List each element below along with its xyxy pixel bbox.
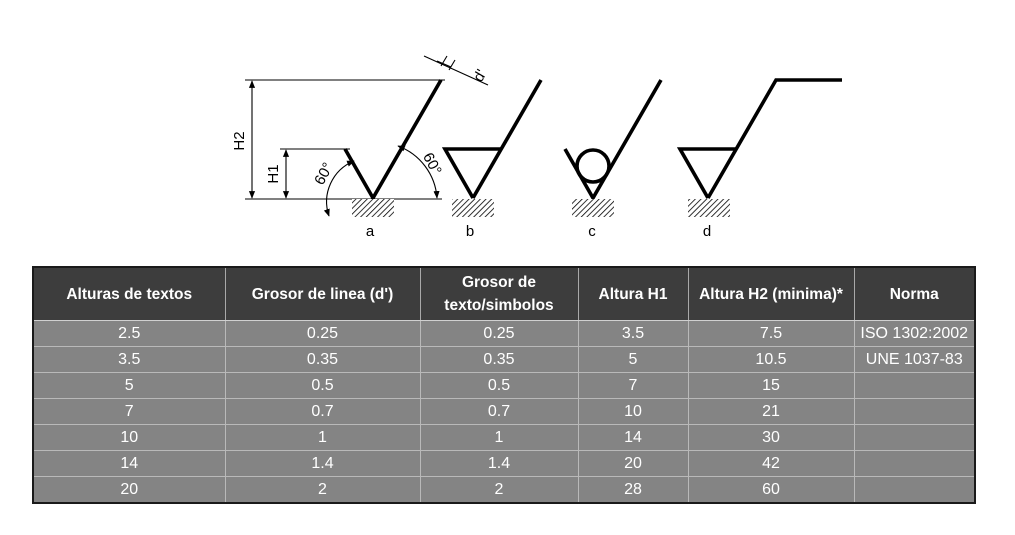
- table-cell: 0.7: [419, 398, 579, 425]
- header-alturas-de-textos: Alturas de textos: [32, 267, 226, 321]
- specification-table: Alturas de textos Grosor de linea (d') G…: [32, 266, 976, 504]
- table-cell: 0.25: [419, 320, 579, 347]
- table-row: 20 2 2 28 60: [32, 476, 976, 504]
- angle-left-label: 60°: [311, 160, 337, 188]
- table-cell: 5: [577, 346, 689, 373]
- h2-label: H2: [231, 131, 248, 150]
- table-row: 3.5 0.35 0.35 5 10.5 UNE 1037-83: [32, 346, 976, 373]
- table-cell: 1.4: [419, 450, 579, 477]
- table-cell: 2: [419, 476, 579, 504]
- table-cell: 20: [32, 476, 226, 504]
- table-cell: 0.25: [224, 320, 421, 347]
- table-row: 5 0.5 0.5 7 15: [32, 372, 976, 399]
- table-cell: [853, 450, 976, 477]
- h2-dimension: H2: [231, 79, 445, 200]
- table-cell: 30: [687, 424, 855, 451]
- table-cell: 1.4: [224, 450, 421, 477]
- table-cell: 2: [224, 476, 421, 504]
- table-cell: 20: [577, 450, 689, 477]
- label-c: c: [588, 223, 596, 240]
- table-cell: 28: [577, 476, 689, 504]
- table-cell: 7: [577, 372, 689, 399]
- table-cell: [853, 424, 976, 451]
- thickness-dimension: d': [423, 55, 490, 86]
- table-cell: 15: [687, 372, 855, 399]
- table-cell: 1: [419, 424, 579, 451]
- table-header: Alturas de textos Grosor de linea (d') G…: [32, 267, 976, 321]
- label-a: a: [366, 223, 375, 240]
- label-d: d: [703, 223, 711, 240]
- table-cell: 7.5: [687, 320, 855, 347]
- table-cell: 0.7: [224, 398, 421, 425]
- table-cell: 42: [687, 450, 855, 477]
- h1-dimension: H1: [265, 148, 350, 199]
- header-grosor-de-linea: Grosor de linea (d'): [224, 267, 421, 321]
- table-cell: 60: [687, 476, 855, 504]
- surface-symbol-diagram: H2 H1 d' 60° 60° a: [231, 55, 842, 240]
- table-cell: 3.5: [32, 346, 226, 373]
- symbol-c: c: [563, 79, 663, 240]
- symbol-d: d: [676, 78, 842, 240]
- table-cell: 14: [577, 424, 689, 451]
- symbol-b: b: [441, 79, 543, 240]
- table-cell: 10: [577, 398, 689, 425]
- header-altura-h1: Altura H1: [577, 267, 689, 321]
- label-b: b: [466, 223, 474, 240]
- table-cell: 10: [32, 424, 226, 451]
- table-cell: 0.35: [224, 346, 421, 373]
- table-row: 7 0.7 0.7 10 21: [32, 398, 976, 425]
- table-cell: 0.35: [419, 346, 579, 373]
- h1-label: H1: [265, 164, 282, 183]
- table-cell: 7: [32, 398, 226, 425]
- header-norma: Norma: [853, 267, 976, 321]
- table-cell: 14: [32, 450, 226, 477]
- symbol-a-lines: [343, 79, 443, 202]
- table-cell: 0.5: [224, 372, 421, 399]
- angle-right-label: 60°: [419, 150, 445, 178]
- table-cell: 2.5: [32, 320, 226, 347]
- table-cell: 21: [687, 398, 855, 425]
- table-cell: 3.5: [577, 320, 689, 347]
- table-cell: 0.5: [419, 372, 579, 399]
- table-row: 2.5 0.25 0.25 3.5 7.5 ISO 1302:2002: [32, 320, 976, 347]
- header-grosor-de-texto: Grosor de texto/simbolos: [419, 267, 579, 321]
- table-row: 14 1.4 1.4 20 42: [32, 450, 976, 477]
- table-cell: ISO 1302:2002: [853, 320, 976, 347]
- header-altura-h2: Altura H2 (minima)*: [687, 267, 855, 321]
- symbol-a-ground: [352, 199, 394, 217]
- table-cell: 10.5: [687, 346, 855, 373]
- table-row: 10 1 1 14 30: [32, 424, 976, 451]
- table-cell: [853, 476, 976, 504]
- table-cell: 5: [32, 372, 226, 399]
- table-cell: [853, 398, 976, 425]
- table-cell: [853, 372, 976, 399]
- thickness-label: d': [470, 67, 490, 85]
- table-cell: UNE 1037-83: [853, 346, 976, 373]
- table-cell: 1: [224, 424, 421, 451]
